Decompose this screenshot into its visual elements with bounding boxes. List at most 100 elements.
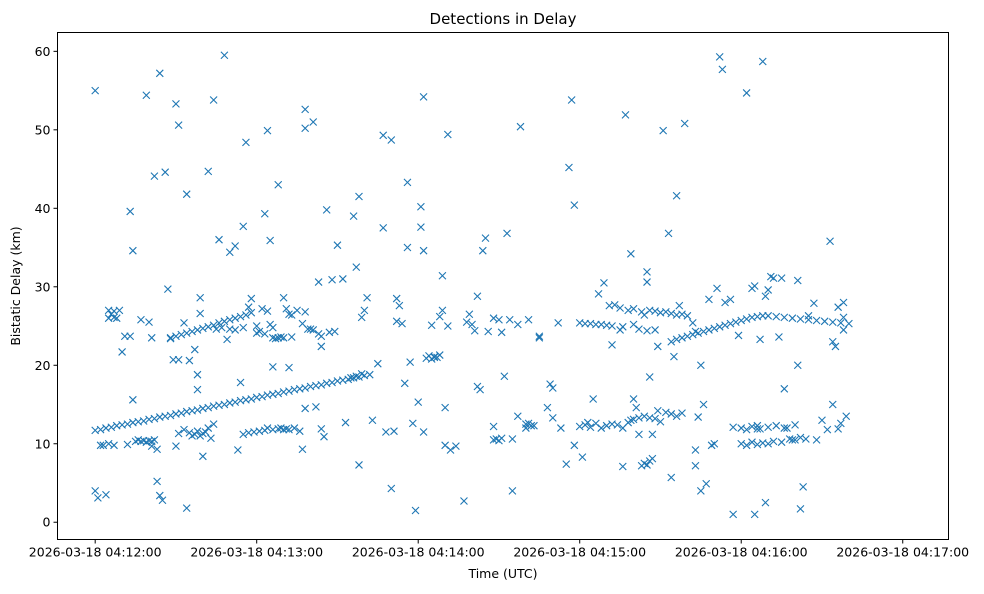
data-point-marker bbox=[812, 435, 821, 444]
data-point-marker bbox=[322, 205, 331, 214]
x-tick-label: 2026-03-18 04:15:00 bbox=[513, 545, 646, 560]
data-point-marker bbox=[247, 308, 256, 317]
data-point-marker bbox=[758, 57, 767, 66]
data-point-marker bbox=[710, 439, 719, 448]
data-point-marker bbox=[317, 381, 326, 389]
data-point-marker bbox=[333, 241, 342, 250]
data-point-marker bbox=[182, 504, 191, 512]
data-point-marker bbox=[462, 318, 471, 326]
data-point-marker bbox=[352, 372, 361, 381]
data-point-marker bbox=[753, 424, 762, 433]
data-point-marker bbox=[562, 460, 571, 469]
data-point-marker bbox=[565, 163, 573, 172]
y-tick-label: 60 bbox=[35, 44, 51, 59]
data-point-marker bbox=[236, 312, 245, 321]
data-point-marker bbox=[161, 168, 170, 177]
data-point-marker bbox=[196, 293, 205, 302]
data-point-marker bbox=[150, 435, 159, 444]
chart-title: Detections in Delay bbox=[430, 10, 577, 28]
y-axis: 0 10 20 30 40 50 60 bbox=[35, 44, 58, 530]
data-point-marker bbox=[799, 483, 808, 491]
data-point-marker bbox=[201, 428, 210, 436]
data-point-marker bbox=[112, 314, 121, 323]
data-point-marker bbox=[667, 309, 676, 318]
data-point-marker bbox=[93, 494, 102, 502]
data-point-marker bbox=[696, 486, 705, 495]
data-point-marker bbox=[780, 313, 789, 322]
data-point-marker bbox=[309, 326, 318, 334]
data-point-marker bbox=[438, 271, 447, 280]
data-point-marker bbox=[217, 323, 226, 332]
data-point-marker bbox=[419, 246, 428, 255]
data-point-marker bbox=[651, 326, 659, 334]
data-point-marker bbox=[435, 312, 444, 321]
data-point-marker bbox=[260, 329, 269, 338]
data-point-marker bbox=[828, 400, 837, 409]
data-point-marker bbox=[508, 486, 517, 495]
data-point-marker bbox=[147, 333, 156, 342]
data-point-marker bbox=[610, 300, 619, 309]
data-point-marker bbox=[153, 445, 161, 454]
data-point-marker bbox=[408, 419, 417, 428]
data-point-marker bbox=[721, 321, 729, 330]
data-point-marker bbox=[661, 308, 670, 316]
data-point-marker bbox=[379, 131, 388, 140]
data-point-marker bbox=[266, 236, 275, 245]
data-point-marker bbox=[188, 327, 196, 336]
data-point-marker bbox=[166, 333, 175, 342]
data-point-marker bbox=[231, 314, 240, 323]
data-point-marker bbox=[441, 403, 450, 412]
data-point-marker bbox=[524, 315, 533, 324]
data-point-marker bbox=[312, 402, 320, 411]
data-point-marker bbox=[166, 411, 175, 420]
data-point-marker bbox=[443, 322, 452, 330]
data-point-marker bbox=[726, 295, 735, 304]
data-point-marker bbox=[287, 333, 296, 341]
data-point-marker bbox=[452, 442, 460, 450]
data-point-marker bbox=[233, 446, 242, 454]
data-point-marker bbox=[651, 414, 659, 423]
data-point-marker bbox=[775, 333, 783, 341]
data-point-marker bbox=[301, 404, 310, 413]
x-tick-label: 2026-03-18 04:12:00 bbox=[29, 545, 162, 560]
data-point-marker bbox=[244, 303, 253, 312]
data-point-marker bbox=[715, 322, 724, 331]
data-point-marker bbox=[180, 425, 188, 434]
data-point-marker bbox=[699, 327, 708, 336]
data-point-marker bbox=[804, 315, 813, 324]
data-point-marker bbox=[764, 439, 773, 448]
data-point-marker bbox=[473, 292, 482, 301]
data-point-marker bbox=[110, 441, 118, 450]
data-point-marker bbox=[753, 440, 762, 449]
data-point-marker bbox=[166, 334, 175, 343]
data-point-marker bbox=[231, 242, 240, 250]
data-point-marker bbox=[274, 389, 283, 398]
data-point-marker bbox=[726, 319, 735, 328]
data-point-marker bbox=[484, 327, 493, 336]
data-point-marker bbox=[476, 385, 485, 394]
data-point-marker bbox=[209, 321, 218, 330]
data-point-marker bbox=[731, 318, 740, 326]
data-point-marker bbox=[629, 304, 638, 313]
data-point-marker bbox=[446, 446, 455, 454]
data-point-marker bbox=[301, 124, 310, 133]
data-point-marker bbox=[521, 424, 530, 432]
data-point-marker bbox=[180, 318, 188, 327]
data-point-marker bbox=[338, 275, 347, 283]
data-point-marker bbox=[220, 317, 229, 326]
data-point-marker bbox=[570, 441, 579, 450]
data-point-marker bbox=[320, 432, 328, 441]
data-point-marker bbox=[392, 317, 401, 326]
data-point-marker bbox=[282, 424, 291, 433]
data-point-marker bbox=[174, 121, 183, 129]
data-point-marker bbox=[110, 313, 118, 322]
data-point-marker bbox=[653, 406, 662, 415]
data-point-marker bbox=[624, 306, 633, 315]
data-point-marker bbox=[403, 178, 412, 187]
data-point-marker bbox=[252, 322, 261, 330]
data-point-marker bbox=[680, 119, 689, 128]
data-point-marker bbox=[742, 89, 751, 97]
data-point-marker bbox=[99, 441, 108, 450]
data-point-marker bbox=[193, 370, 202, 379]
data-point-marker bbox=[204, 322, 213, 331]
